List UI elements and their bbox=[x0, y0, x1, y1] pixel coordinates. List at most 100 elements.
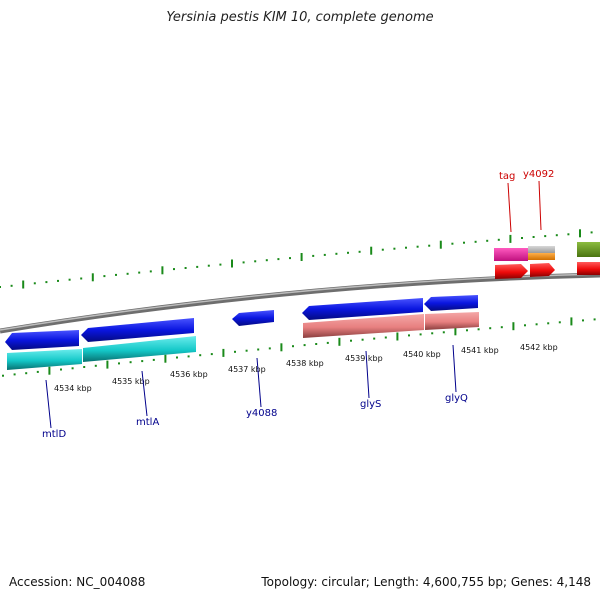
gene-label-y4092[interactable]: y4092 bbox=[523, 169, 554, 180]
minor-tick bbox=[126, 272, 129, 275]
minor-tick bbox=[486, 239, 489, 242]
genome-backbone bbox=[0, 272, 600, 334]
gene-glyQ-arrow[interactable] bbox=[424, 295, 478, 311]
map-title: Yersinia pestis KIM 10, complete genome bbox=[166, 10, 434, 25]
gene-label-tag[interactable]: tag bbox=[499, 171, 515, 182]
minor-tick bbox=[245, 349, 248, 352]
tick-label: 4539 kbp bbox=[345, 354, 383, 363]
minor-tick bbox=[234, 350, 236, 353]
minor-tick bbox=[335, 252, 338, 255]
gene-y4092-arrow[interactable] bbox=[530, 263, 555, 277]
minor-tick bbox=[347, 251, 349, 254]
minor-tick bbox=[71, 367, 74, 370]
major-tick bbox=[512, 322, 515, 331]
gene-mtlD-cds[interactable] bbox=[7, 349, 82, 370]
minor-tick bbox=[149, 270, 152, 273]
inner-tick-track bbox=[2, 317, 596, 377]
gene-mtlD-arrow[interactable] bbox=[5, 330, 79, 350]
minor-tick bbox=[466, 329, 468, 332]
gene-y4088-arrow[interactable] bbox=[232, 310, 274, 326]
minor-tick bbox=[80, 277, 83, 280]
major-tick bbox=[579, 229, 581, 238]
major-tick bbox=[91, 273, 94, 282]
gene-next-arrow[interactable] bbox=[577, 262, 600, 275]
minor-tick bbox=[292, 345, 294, 348]
major-tick bbox=[509, 234, 512, 243]
minor-tick bbox=[497, 238, 500, 241]
minor-tick bbox=[184, 267, 187, 269]
minor-tick bbox=[94, 364, 97, 367]
minor-tick bbox=[138, 271, 141, 274]
minor-tick bbox=[0, 286, 1, 288]
minor-tick bbox=[265, 259, 268, 262]
tick-label: 4535 kbp bbox=[112, 377, 150, 386]
minor-tick bbox=[358, 250, 361, 253]
minor-tick bbox=[10, 284, 13, 287]
minor-tick bbox=[393, 247, 396, 250]
major-tick bbox=[454, 327, 457, 336]
major-tick bbox=[106, 360, 109, 369]
minor-tick bbox=[524, 324, 526, 327]
major-tick bbox=[48, 366, 51, 375]
minor-tick bbox=[303, 344, 306, 347]
tick-label: 4540 kbp bbox=[403, 350, 441, 359]
gene-y4092-feature[interactable] bbox=[528, 246, 555, 253]
minor-tick bbox=[289, 257, 291, 260]
minor-tick bbox=[582, 319, 584, 322]
gene-glyQ-cds[interactable] bbox=[425, 312, 479, 330]
minor-tick bbox=[254, 260, 257, 263]
minor-tick bbox=[312, 254, 315, 257]
gene-label-glyS[interactable]: glyS bbox=[360, 399, 381, 410]
minor-tick bbox=[500, 326, 503, 329]
minor-tick bbox=[68, 278, 71, 281]
major-tick bbox=[439, 240, 442, 249]
minor-tick bbox=[118, 362, 120, 365]
gene-label-mtlD[interactable]: mtlD bbox=[42, 429, 66, 440]
minor-tick bbox=[451, 242, 454, 245]
minor-tick bbox=[33, 282, 36, 285]
tick-label: 4538 kbp bbox=[286, 359, 324, 368]
gene-mtlA-cds[interactable] bbox=[83, 336, 196, 362]
gene-y4092-cds[interactable] bbox=[528, 253, 555, 260]
minor-tick bbox=[277, 258, 280, 261]
gene-label-mtlA[interactable]: mtlA bbox=[136, 417, 159, 428]
minor-tick bbox=[207, 264, 210, 267]
minor-tick bbox=[544, 235, 547, 238]
minor-tick bbox=[323, 253, 326, 256]
gene-next-feature[interactable] bbox=[577, 242, 600, 257]
minor-tick bbox=[521, 237, 523, 239]
gene-tag-arrow[interactable] bbox=[495, 264, 528, 279]
minor-tick bbox=[326, 341, 329, 344]
major-tick bbox=[396, 332, 399, 341]
gene-glyS-cds[interactable] bbox=[303, 314, 424, 338]
minor-tick bbox=[350, 339, 352, 342]
major-tick bbox=[300, 253, 303, 261]
minor-tick bbox=[103, 275, 106, 278]
major-tick bbox=[22, 280, 25, 289]
minor-tick bbox=[115, 273, 117, 276]
gene-label-y4088[interactable]: y4088 bbox=[246, 408, 277, 419]
gene-label-glyQ[interactable]: glyQ bbox=[445, 393, 468, 404]
tick-label: 4542 kbp bbox=[520, 343, 558, 352]
minor-tick bbox=[210, 353, 213, 356]
minor-tick bbox=[2, 374, 4, 377]
minor-tick bbox=[590, 231, 593, 234]
gene-tag-feature[interactable] bbox=[494, 248, 528, 261]
minor-tick bbox=[141, 360, 144, 363]
minor-tick bbox=[474, 240, 477, 243]
major-tick bbox=[231, 259, 233, 268]
gene-glyS-arrow[interactable] bbox=[302, 298, 423, 320]
gene-track-forward bbox=[494, 242, 600, 279]
minor-tick bbox=[176, 356, 178, 359]
major-tick bbox=[280, 343, 283, 352]
minor-tick bbox=[173, 268, 175, 271]
outer-tick-track bbox=[0, 229, 593, 289]
minor-tick bbox=[199, 354, 202, 357]
minor-tick bbox=[242, 261, 245, 264]
gene-label-leaders bbox=[45, 180, 542, 429]
tick-label: 4537 kbp bbox=[228, 365, 266, 374]
genome-backbone-highlight bbox=[0, 273, 600, 331]
gene-track-reverse bbox=[5, 295, 479, 370]
minor-tick bbox=[431, 332, 434, 335]
gene-mtlA-arrow[interactable] bbox=[81, 318, 194, 342]
